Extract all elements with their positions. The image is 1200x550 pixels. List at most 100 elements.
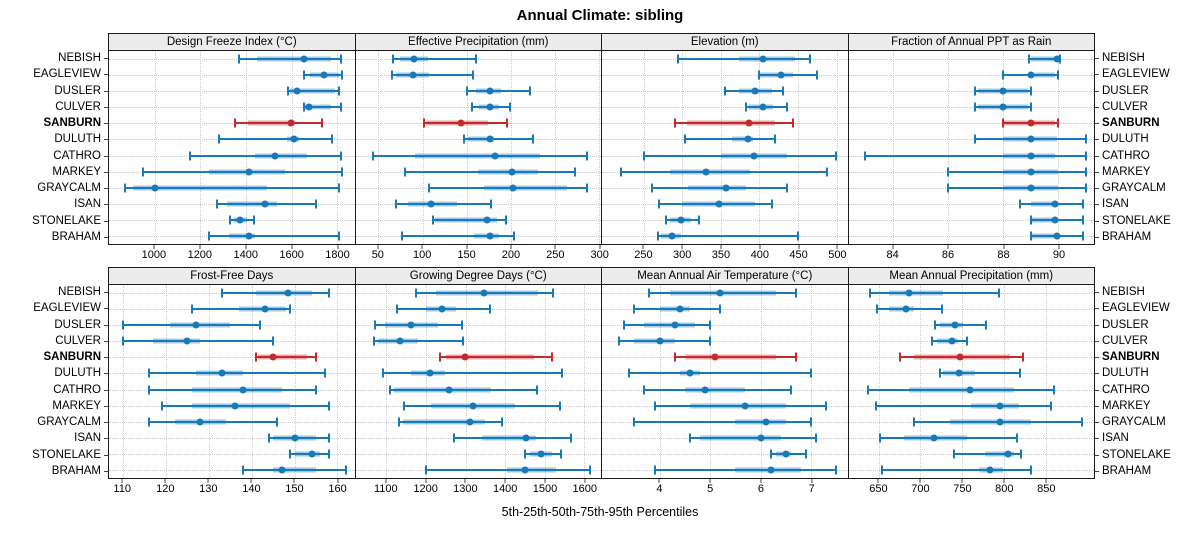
station-label-markey: MARKEY <box>0 164 108 180</box>
whisker-cap <box>391 54 394 64</box>
whisker-cap <box>656 231 659 241</box>
y-tick <box>104 308 108 310</box>
whisker-cap <box>506 118 509 128</box>
median-dot <box>716 289 724 297</box>
whisker-line <box>629 372 812 375</box>
whisker-cap <box>321 118 324 128</box>
whisker-cap <box>314 385 317 395</box>
median-dot <box>231 402 239 410</box>
whisker-cap <box>723 86 726 96</box>
median-dot <box>999 87 1007 95</box>
y-tick <box>104 139 108 141</box>
whisker-cap <box>287 86 290 96</box>
interquartile-band <box>473 233 499 239</box>
axis-tick-label: 4 <box>656 483 663 495</box>
axis-tick <box>1003 479 1005 483</box>
median-dot <box>521 466 529 474</box>
whisker-cap <box>770 199 773 209</box>
gridline-vertical <box>836 51 838 244</box>
whisker-cap <box>946 167 949 177</box>
y-tick <box>1095 292 1099 294</box>
whisker-cap <box>673 352 676 362</box>
gridline-horizontal <box>355 341 601 343</box>
interquartile-band <box>289 88 336 94</box>
median-dot <box>1027 135 1035 143</box>
gridline-vertical <box>246 51 248 244</box>
y-tick <box>104 340 108 342</box>
strip-label: Effective Precipitation (mm) <box>408 36 549 48</box>
whisker-cap <box>628 368 631 378</box>
gridline-vertical <box>154 51 156 244</box>
station-label-braham: BRAHAM <box>0 463 108 479</box>
median-dot <box>905 289 913 297</box>
median-dot <box>293 87 301 95</box>
axis-tick <box>877 479 879 483</box>
whisker-line <box>466 90 531 93</box>
x-axis-row: 1000 1200 1400 1600 1800 50 100 150 200 250 300 250… <box>0 245 1200 263</box>
y-tick <box>1095 90 1099 92</box>
whisker-cap <box>880 465 883 475</box>
median-dot <box>996 402 1004 410</box>
interquartile-band <box>273 467 316 473</box>
axis-tick <box>337 245 339 249</box>
strip-mean-annual-precipitation-mm: Mean Annual Precipitation (mm) <box>848 267 1095 284</box>
interquartile-band <box>644 322 695 328</box>
gridline-horizontal <box>848 91 1094 93</box>
whisker-cap <box>398 417 401 427</box>
whisker-line <box>221 292 329 295</box>
y-tick <box>1095 357 1099 359</box>
whisker-cap <box>512 231 515 241</box>
median-dot <box>445 386 453 394</box>
axis-tick <box>584 479 586 483</box>
whisker-line <box>674 122 794 125</box>
axis-tick-label: 1400 <box>233 249 258 261</box>
station-label-stonelake: STONELAKE <box>1095 447 1200 463</box>
median-dot <box>320 71 328 79</box>
axis-tick-label: 1200 <box>187 249 213 261</box>
whisker-cap <box>220 288 223 298</box>
gridline-horizontal <box>848 203 1094 205</box>
station-label-markey: MARKEY <box>0 398 108 414</box>
median-dot <box>751 87 759 95</box>
axis-tick <box>658 479 660 483</box>
whisker-line <box>876 404 1051 407</box>
axis-tick <box>599 245 601 249</box>
whisker-cap <box>341 70 344 80</box>
whisker-cap <box>403 167 406 177</box>
axis-tick-label: 1000 <box>141 249 167 261</box>
gridline-horizontal <box>602 325 848 327</box>
median-dot <box>750 152 758 160</box>
whisker-cap <box>1028 54 1031 64</box>
whisker-cap <box>501 417 504 427</box>
interquartile-band <box>937 338 958 344</box>
median-dot <box>284 289 292 297</box>
whisker-cap <box>934 320 937 330</box>
gridline-horizontal <box>848 219 1094 221</box>
whisker-line <box>123 324 261 327</box>
whisker-cap <box>794 352 797 362</box>
gridline-horizontal <box>109 437 355 439</box>
gridline-vertical <box>710 285 712 478</box>
whisker-cap <box>757 70 760 80</box>
median-dot <box>261 305 269 313</box>
whisker-cap <box>272 336 275 346</box>
strip-effective-precipitation-mm: Effective Precipitation (mm) <box>355 33 602 50</box>
median-dot <box>245 168 253 176</box>
axis-tick <box>385 479 387 483</box>
whisker-cap <box>1018 199 1021 209</box>
axis-tick <box>421 245 423 249</box>
chart-panels-area: Design Freeze Index (°C) Effective Precip… <box>0 33 1200 497</box>
whisker-cap <box>1081 215 1084 225</box>
whisker-line <box>652 186 788 189</box>
axis-tick-label: 5 <box>707 483 714 495</box>
axis-tick <box>544 479 546 483</box>
median-dot <box>466 418 474 426</box>
y-tick <box>1095 220 1099 222</box>
y-tick <box>1095 373 1099 375</box>
station-label-braham: BRAHAM <box>0 229 108 245</box>
whisker-cap <box>509 102 512 112</box>
interquartile-band <box>393 387 491 393</box>
panel-frost-free-days <box>108 284 356 479</box>
station-label-duluth: DULUTH <box>0 131 108 147</box>
whisker-cap <box>432 215 435 225</box>
